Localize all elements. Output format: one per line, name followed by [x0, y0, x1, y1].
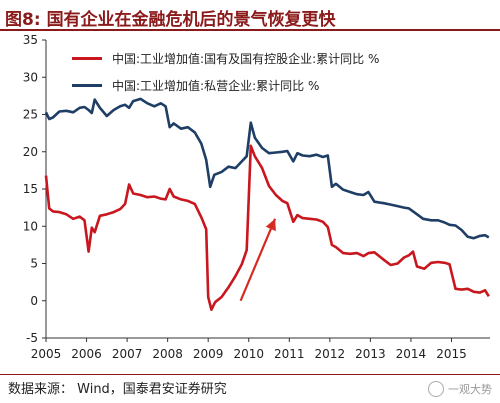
annotation-arrow-shaft	[239, 218, 277, 302]
figure-title-text: 国有企业在金融危机后的景气恢复更快	[46, 10, 336, 30]
watermark: 一观大势	[428, 381, 492, 397]
figure-title: 图8: 国有企业在金融危机后的景气恢复更快	[5, 5, 336, 30]
y-tick-label: 10	[23, 219, 38, 233]
x-tick-label: 2005	[31, 347, 62, 361]
y-tick-label: 15	[23, 182, 38, 196]
figure-label: 图8:	[5, 10, 41, 30]
wechat-icon	[428, 381, 444, 397]
legend-swatch-private	[72, 84, 102, 87]
y-tick-label: 0	[30, 294, 38, 308]
source-divider	[0, 374, 500, 375]
y-tick-label: 30	[23, 70, 38, 84]
legend-label-soe: 中国:工业增加值:国有及国有控股企业:累计同比 %	[112, 52, 380, 66]
x-tick-label: 2008	[152, 347, 183, 361]
y-tick-label: 5	[30, 257, 38, 271]
source-note: 数据来源： Wind，国泰君安证券研究	[8, 382, 227, 397]
x-tick-label: 2007	[112, 347, 143, 361]
y-tick-label: 35	[23, 33, 38, 47]
legend-item-soe: 中国:工业增加值:国有及国有控股企业:累计同比 %	[72, 45, 379, 72]
legend-item-private: 中国:工业增加值:私营企业:累计同比 %	[72, 72, 379, 99]
x-tick-label: 2011	[274, 347, 305, 361]
x-tick-label: 2009	[193, 347, 224, 361]
legend-label-private: 中国:工业增加值:私营企业:累计同比 %	[112, 79, 320, 93]
figure-header: 图8: 国有企业在金融危机后的景气恢复更快	[0, 0, 500, 31]
y-tick-label: 25	[23, 108, 38, 122]
x-tick-label: 2015	[436, 347, 467, 361]
x-tick-label: 2014	[396, 347, 427, 361]
annotation-arrow-head	[265, 218, 276, 232]
series-line-soe	[44, 144, 490, 312]
line-chart: -5 0 5 10 15 20 25 30 35 2005 2006 2007 2008 2009 2010…	[23, 33, 490, 361]
legend-swatch-soe	[72, 57, 102, 60]
x-tick-label: 2006	[71, 347, 102, 361]
chart-legend: 中国:工业增加值:国有及国有控股企业:累计同比 % 中国:工业增加值:私营企业:…	[72, 45, 379, 99]
x-tick-label: 2013	[355, 347, 386, 361]
y-tick-label: 20	[23, 145, 38, 159]
y-tick-label: -5	[26, 331, 38, 345]
x-tick-label: 2012	[315, 347, 346, 361]
title-underline	[0, 29, 500, 31]
watermark-text: 一观大势	[448, 383, 492, 396]
series-line-private	[44, 97, 490, 240]
x-tick-label: 2010	[233, 347, 264, 361]
